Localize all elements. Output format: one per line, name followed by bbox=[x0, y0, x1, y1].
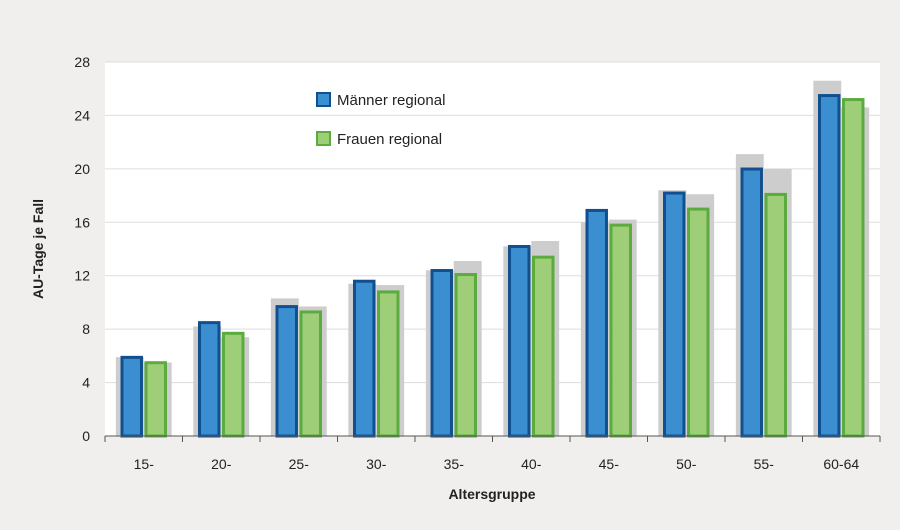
y-tick-label: 4 bbox=[82, 375, 90, 391]
y-tick-label: 28 bbox=[74, 54, 90, 70]
y-tick-label: 24 bbox=[74, 107, 90, 123]
legend-label-frauen: Frauen regional bbox=[337, 131, 442, 148]
legend-item-frauen: Frauen regional bbox=[316, 131, 442, 148]
legend-swatch-maenner bbox=[316, 92, 331, 107]
y-tick-label: 8 bbox=[82, 321, 90, 337]
x-tick-label: 50- bbox=[676, 456, 697, 472]
x-tick-label: 25- bbox=[289, 456, 310, 472]
legend: Männer regional Frauen regional bbox=[316, 92, 445, 148]
data-bars bbox=[120, 94, 865, 438]
axes bbox=[104, 435, 881, 442]
bar-maenner bbox=[353, 279, 376, 438]
bar-frauen bbox=[144, 361, 167, 438]
bar-maenner bbox=[120, 355, 143, 438]
bar-maenner bbox=[198, 321, 221, 438]
bar-maenner bbox=[585, 208, 608, 438]
x-tick-label: 40- bbox=[521, 456, 542, 472]
bar-frauen bbox=[454, 273, 477, 438]
bar-maenner bbox=[740, 167, 763, 438]
bar-maenner bbox=[275, 305, 298, 438]
bar-maenner bbox=[508, 244, 531, 438]
bar-frauen bbox=[377, 290, 400, 438]
x-tick-label: 60-64 bbox=[823, 456, 859, 472]
bar-maenner bbox=[430, 269, 453, 438]
bar-frauen bbox=[609, 223, 633, 438]
legend-item-maenner: Männer regional bbox=[316, 92, 445, 109]
bar-maenner bbox=[818, 94, 841, 438]
bar-frauen bbox=[764, 192, 788, 438]
legend-swatch-frauen bbox=[316, 131, 331, 146]
bar-frauen bbox=[299, 310, 322, 438]
tick-labels: 0 4 8 12 16 20 24 28 15- 20- 25- 30- 35- 40- 45- 50- 55-… bbox=[74, 54, 859, 472]
legend-label-maenner: Männer regional bbox=[337, 92, 445, 109]
x-tick-label: 20- bbox=[211, 456, 232, 472]
y-tick-label: 16 bbox=[74, 214, 90, 230]
y-tick-label: 0 bbox=[82, 428, 90, 444]
bar-maenner bbox=[663, 191, 686, 438]
x-tick-label: 35- bbox=[444, 456, 465, 472]
bar-frauen bbox=[222, 331, 245, 438]
bar-frauen bbox=[532, 255, 555, 438]
y-tick-label: 12 bbox=[74, 268, 90, 284]
bar-frauen bbox=[687, 207, 710, 438]
bar-frauen bbox=[842, 98, 865, 438]
y-axis-title: AU-Tage je Fall bbox=[30, 199, 46, 299]
y-tick-label: 20 bbox=[74, 161, 90, 177]
x-tick-label: 55- bbox=[754, 456, 775, 472]
x-axis-title: Altersgruppe bbox=[448, 486, 535, 502]
x-tick-label: 45- bbox=[599, 456, 620, 472]
x-tick-label: 15- bbox=[134, 456, 155, 472]
x-tick-label: 30- bbox=[366, 456, 387, 472]
